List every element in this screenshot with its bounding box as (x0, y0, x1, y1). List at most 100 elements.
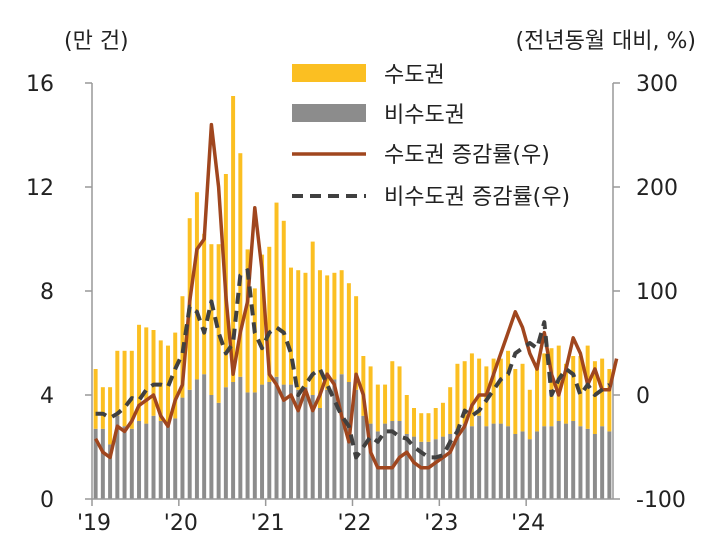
line-capital-rate (94, 122, 619, 470)
bar-non-capital (477, 415, 482, 499)
bar-capital (607, 369, 612, 432)
left-tick-label: 0 (40, 488, 54, 513)
right-tick-label: 300 (636, 72, 678, 97)
x-tick-label: '24 (511, 511, 545, 536)
bar-non-capital (325, 389, 330, 499)
line-non-capital-rate (95, 268, 611, 460)
bar-capital (592, 361, 597, 434)
legend: 수도권 비수도권 수도권 증감률(우) 비수도권 증감률(우) (292, 63, 570, 210)
bar-non-capital (108, 444, 113, 499)
bar-non-capital (469, 426, 474, 499)
right-tick-label: 100 (636, 280, 678, 305)
legend-swatch-non-capital (292, 104, 366, 122)
bar-capital (563, 363, 568, 424)
bar-non-capital (390, 421, 395, 499)
bar-non-capital (600, 426, 605, 499)
bar-non-capital (267, 382, 272, 499)
bar-capital (346, 283, 351, 382)
bar-non-capital (535, 431, 540, 499)
bar-capital (267, 246, 272, 382)
bar-capital (354, 296, 359, 390)
bar-non-capital (440, 436, 445, 499)
bar-capital (231, 96, 236, 382)
bar-capital (144, 327, 149, 424)
left-tick-label: 4 (40, 384, 54, 409)
bar-capital (194, 192, 199, 380)
bar-capital (158, 340, 163, 421)
bar-capital (108, 387, 113, 445)
bar-capital (281, 220, 286, 385)
bar-capital (440, 402, 445, 437)
bar-non-capital (433, 439, 438, 499)
bar-non-capital (93, 428, 98, 499)
right-axis-unit: (전년동월 대비, %) (516, 29, 697, 54)
bar-capital (368, 366, 373, 424)
bar-capital (491, 358, 496, 424)
bar-capital (469, 353, 474, 427)
bar-capital (115, 350, 120, 416)
bar-non-capital (151, 415, 156, 499)
bar-capital (274, 202, 279, 377)
bar-capital (339, 270, 344, 375)
bar-non-capital (455, 428, 460, 499)
legend-swatch-capital (292, 64, 366, 82)
bar-non-capital (549, 426, 554, 499)
bar-capital (397, 366, 402, 421)
bar-non-capital (122, 426, 127, 499)
bar-capital (513, 369, 518, 434)
bar-non-capital (144, 423, 149, 499)
bar-non-capital (412, 436, 416, 499)
bar-non-capital (317, 408, 322, 499)
bar-non-capital (100, 428, 105, 499)
bar-capital (122, 350, 127, 427)
bar-capital (173, 332, 178, 419)
bar-non-capital (310, 395, 315, 499)
bar-non-capital (231, 382, 236, 499)
right-tick-label: 0 (636, 384, 650, 409)
bar-non-capital (332, 379, 337, 499)
bar-capital (571, 356, 576, 421)
bar-capital (303, 272, 308, 388)
legend-label-non-capital: 비수도권 (384, 103, 465, 128)
bar-non-capital (238, 376, 243, 499)
bar-capital (202, 233, 207, 375)
x-tick-label: '20 (164, 511, 198, 536)
bar-non-capital (129, 428, 134, 499)
bar-capital (426, 413, 431, 442)
x-tick-label: '22 (337, 511, 371, 536)
bar-non-capital (404, 434, 409, 499)
axes-group (85, 82, 620, 506)
bar-capital (289, 267, 293, 385)
bar-non-capital (368, 423, 373, 499)
bar-capital (296, 270, 301, 390)
bar-non-capital (448, 434, 453, 499)
bar-capital (433, 408, 438, 440)
bar-capital (260, 254, 265, 385)
bar-non-capital (383, 423, 388, 499)
bar-capital (520, 363, 525, 432)
bar-non-capital (585, 428, 590, 499)
bar-non-capital (187, 389, 192, 499)
bar-non-capital (216, 402, 221, 499)
bar-non-capital (520, 431, 525, 499)
left-tick-label: 16 (26, 72, 54, 97)
bar-non-capital (484, 426, 489, 499)
bar-non-capital (563, 423, 568, 499)
bar-non-capital (180, 397, 185, 499)
bar-non-capital (296, 389, 301, 499)
bar-non-capital (607, 431, 612, 499)
bar-non-capital (513, 434, 518, 499)
bar-non-capital (571, 421, 576, 499)
bar-capital (245, 249, 250, 393)
bar-capital (383, 384, 388, 424)
bar-non-capital (498, 423, 503, 499)
bar-non-capital (274, 376, 279, 499)
bar-non-capital (165, 426, 170, 499)
bar-non-capital (339, 374, 344, 499)
bar-capital (129, 350, 134, 429)
bar-capital (404, 395, 409, 434)
bar-non-capital (115, 415, 120, 499)
bar-capital (477, 358, 482, 416)
bar-non-capital (260, 384, 265, 499)
